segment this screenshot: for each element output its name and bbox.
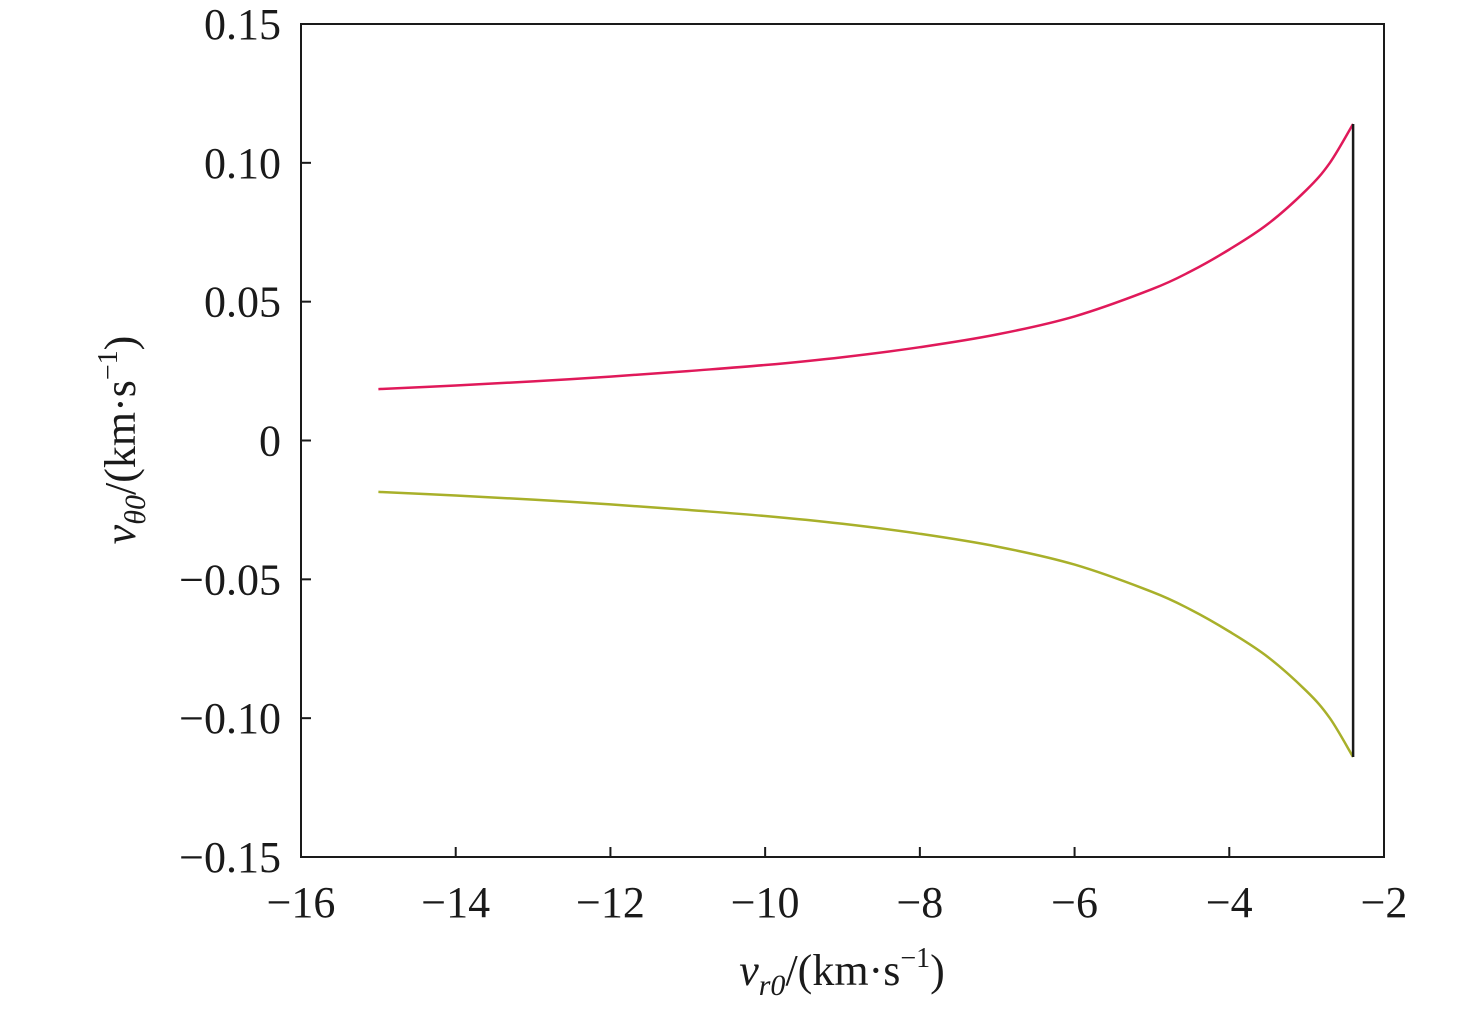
y-axis-unit-suffix: ) bbox=[96, 336, 145, 351]
x-axis-var: v bbox=[739, 946, 759, 995]
x-tick-label: −6 bbox=[1051, 878, 1098, 927]
y-axis-ticks: 0.15 0.10 0.05 0 −0.05 −0.10 −0.15 bbox=[179, 0, 311, 882]
x-tick-label: −12 bbox=[576, 878, 645, 927]
y-tick-label: 0 bbox=[259, 417, 281, 466]
x-axis-ticks: −16 −14 −12 −10 −8 −6 −4 −2 bbox=[267, 847, 1408, 927]
plot-area-border bbox=[300, 23, 1385, 858]
plot-frame bbox=[300, 23, 1385, 858]
x-axis-unit-prefix: /(km·s bbox=[785, 946, 900, 995]
x-tick-label: −16 bbox=[267, 878, 336, 927]
x-tick-label: −8 bbox=[896, 878, 943, 927]
series-line-2 bbox=[378, 490, 1355, 758]
y-tick-label: −0.15 bbox=[179, 833, 281, 882]
y-axis-unit-exp: −1 bbox=[93, 350, 124, 380]
y-tick-label: −0.05 bbox=[179, 555, 281, 604]
y-axis-sub: θ0 bbox=[119, 495, 152, 525]
x-tick-label: −4 bbox=[1206, 878, 1253, 927]
series-layer bbox=[378, 123, 1355, 758]
x-axis-sub: r0 bbox=[759, 969, 786, 1002]
x-tick-label: −14 bbox=[421, 878, 490, 927]
y-axis-unit-prefix: /(km·s bbox=[96, 380, 145, 495]
x-axis-unit-exp: −1 bbox=[900, 943, 930, 974]
y-axis-var: v bbox=[96, 524, 145, 544]
y-tick-label: 0.15 bbox=[204, 0, 281, 49]
y-tick-label: 0.05 bbox=[204, 278, 281, 327]
y-tick-label: 0.10 bbox=[204, 139, 281, 188]
x-axis-unit-suffix: ) bbox=[930, 946, 945, 995]
x-tick-label: −10 bbox=[731, 878, 800, 927]
y-tick-label: −0.10 bbox=[179, 694, 281, 743]
series-line-1 bbox=[378, 123, 1355, 391]
y-axis-title: vθ0/(km·s−1) bbox=[93, 336, 152, 545]
x-axis-title: vr0/(km·s−1) bbox=[739, 943, 945, 1002]
x-tick-label: −2 bbox=[1361, 878, 1408, 927]
